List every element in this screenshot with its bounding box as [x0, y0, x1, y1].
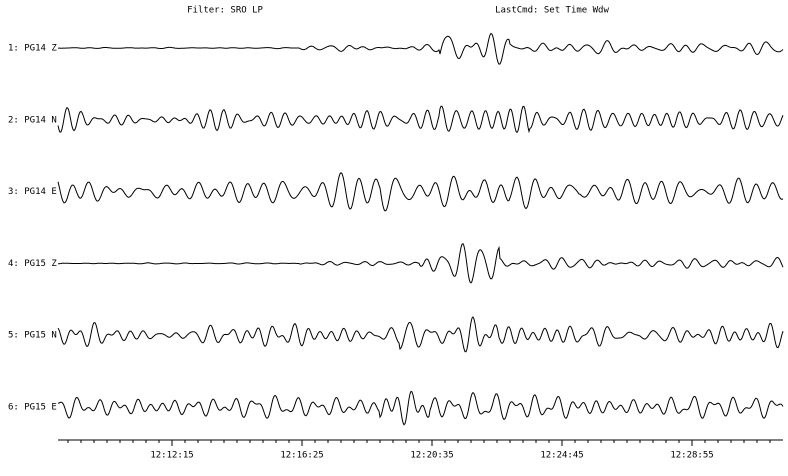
time-label: 12:20:35: [410, 451, 453, 461]
waveform: [57, 105, 784, 134]
time-label: 12:24:45: [540, 451, 583, 461]
waveform: [57, 390, 784, 426]
waveform: [58, 32, 784, 65]
trace-label: 5: PG15 N: [8, 331, 57, 341]
filter-label: Filter: SRO LP: [187, 6, 263, 16]
waveform: [58, 243, 784, 284]
waveform: [57, 171, 784, 212]
trace-label: 2: PG14 N: [8, 115, 57, 125]
trace-label: 4: PG15 Z: [8, 259, 57, 269]
time-label: 12:12:15: [150, 451, 193, 461]
time-label: 12:28:55: [670, 451, 713, 461]
last-command: LastCmd: Set Time Wdw: [495, 6, 609, 16]
trace-label: 6: PG15 E: [8, 403, 57, 413]
time-label: 12:16:25: [280, 451, 323, 461]
trace-label: 1: PG14 Z: [8, 44, 57, 54]
waveform: [57, 316, 784, 353]
trace-label: 3: PG14 E: [8, 187, 57, 197]
